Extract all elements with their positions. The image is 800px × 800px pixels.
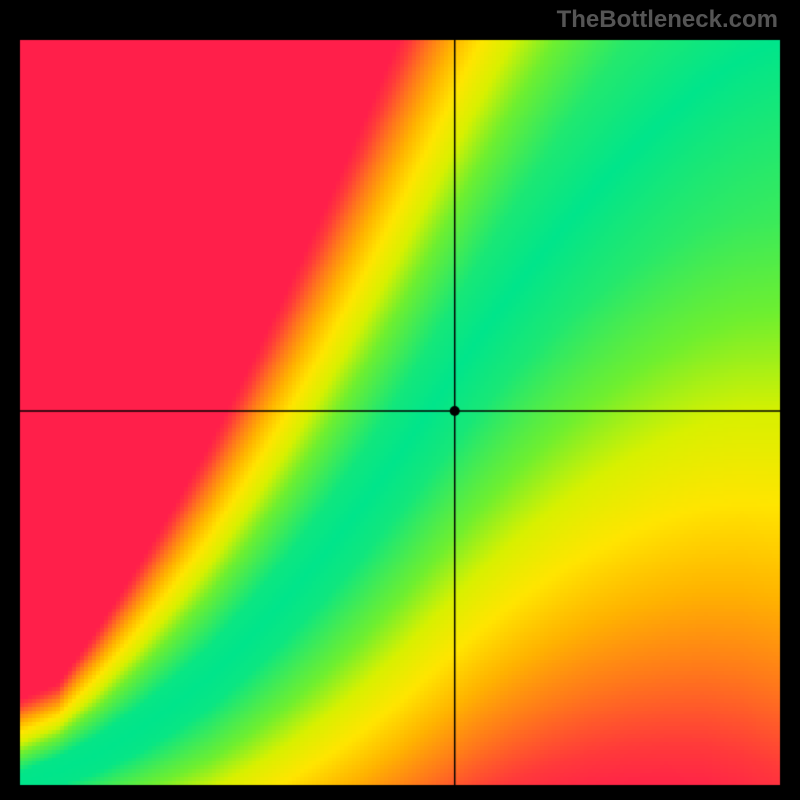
watermark-text: TheBottleneck.com bbox=[557, 6, 778, 34]
chart-container: TheBottleneck.com bbox=[0, 0, 800, 800]
bottleneck-heatmap bbox=[0, 0, 800, 800]
